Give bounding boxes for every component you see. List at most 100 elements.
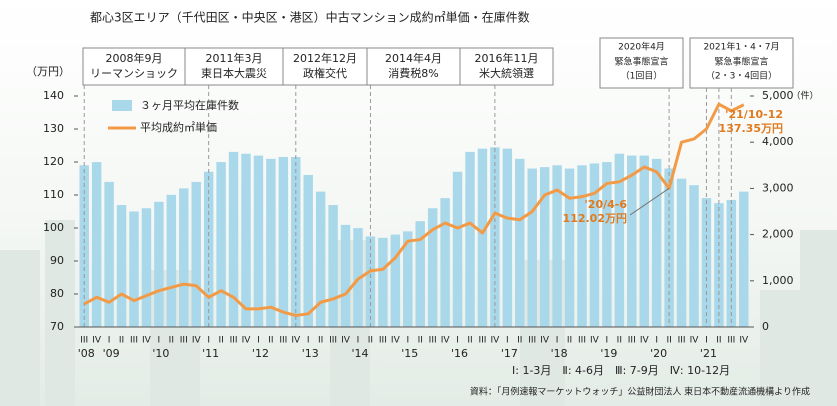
x-tick-label: IV <box>590 336 600 346</box>
bar <box>589 163 600 327</box>
y2-tick-label: 5,000 <box>762 89 794 102</box>
year-label: '19 <box>600 347 617 360</box>
x-tick-label: IV <box>690 336 700 346</box>
bar <box>241 153 251 327</box>
event-box <box>366 47 461 86</box>
event-label: 政権交代 <box>303 66 347 80</box>
y-tick-label: 120 <box>43 155 64 168</box>
event-date: 2016年11月 <box>475 51 539 65</box>
bar <box>415 221 425 327</box>
x-tick-label: III <box>528 336 536 346</box>
bar <box>154 201 164 327</box>
price-line <box>83 102 745 317</box>
x-tick-label: II <box>666 336 671 346</box>
legend-swatch-bar <box>112 100 132 111</box>
bar <box>627 155 637 327</box>
x-tick-label: I <box>506 336 509 346</box>
x-tick-label: I <box>705 336 708 346</box>
x-tick-label: III <box>180 336 188 346</box>
year-label: '10 <box>152 347 169 360</box>
y2-tick-label: 3,000 <box>762 181 794 194</box>
x-tick-label: II <box>268 336 273 346</box>
x-tick-label: IV <box>540 336 550 346</box>
bar <box>91 162 102 327</box>
event-date: 2011年3月 <box>206 51 263 65</box>
x-tick-label: II <box>418 336 423 346</box>
event-box <box>459 47 554 86</box>
bar <box>266 158 276 327</box>
annotation-period: '21/10-12 <box>725 108 783 121</box>
year-label: '11 <box>202 347 219 360</box>
annotation-leader <box>629 187 670 216</box>
bar <box>116 205 127 327</box>
x-tick-label: III <box>429 336 437 346</box>
y2-tick-label: 4,000 <box>762 135 794 148</box>
x-tick-label: I <box>406 336 409 346</box>
legend-label: ３ヶ月平均在庫件数 <box>140 98 239 112</box>
year-label: '16 <box>451 347 468 360</box>
bar <box>378 237 388 327</box>
x-tick-label: I <box>556 336 559 346</box>
x-tick-label: I <box>307 336 310 346</box>
annotation-label: 137.35万円 <box>719 122 783 135</box>
bar <box>502 148 513 327</box>
source: 資料：「月例速報マーケットウォッチ」公益財団法人 東日本不動産流通機構より作成 <box>470 386 810 398</box>
bar <box>253 155 264 327</box>
bar <box>340 224 351 327</box>
year-label: '18 <box>551 347 568 360</box>
year-label: '20 <box>650 347 667 360</box>
bar <box>228 151 239 327</box>
x-tick-label: III <box>379 336 387 346</box>
y-tick-label: 90 <box>50 254 64 267</box>
x-tick-label: IV <box>142 336 152 346</box>
bar <box>689 185 699 327</box>
event-box <box>184 47 284 86</box>
x-tick-label: IV <box>490 336 500 346</box>
x-tick-label: I <box>207 336 210 346</box>
x-tick-label: II <box>368 336 373 346</box>
x-tick-label: IV <box>192 336 202 346</box>
y-tick-label: 70 <box>50 320 64 333</box>
x-tick-label: II <box>716 336 721 346</box>
x-tick-label: I <box>108 336 111 346</box>
y-tick-label: 140 <box>43 89 64 102</box>
x-tick-label: II <box>119 336 124 346</box>
bar <box>664 168 674 327</box>
y-tick-label: 80 <box>50 287 64 300</box>
year-label: '15 <box>401 347 418 360</box>
y2-tick-label: 2,000 <box>762 228 794 241</box>
y2-tick-label: 1,000 <box>762 274 794 287</box>
legend-label: 平均成約㎡単価 <box>140 120 217 134</box>
x-tick-label: III <box>279 336 287 346</box>
bar <box>216 162 226 327</box>
year-label: '14 <box>351 347 368 360</box>
bar <box>129 211 139 327</box>
x-tick-label: II <box>567 336 572 346</box>
event-label: 東日本大震災 <box>201 66 267 80</box>
bar <box>701 198 712 327</box>
x-tick-label: III <box>329 336 337 346</box>
bar <box>539 167 550 327</box>
x-tick-label: IV <box>739 336 749 346</box>
annotation-period: '20/4-6 <box>584 198 627 211</box>
bar <box>278 156 289 327</box>
y-tick-label: 130 <box>43 122 64 135</box>
y2-unit: （件） <box>791 90 818 102</box>
annotation-label: 112.02万円 <box>563 212 627 225</box>
event-label: 緊急事態宣言 <box>614 56 668 68</box>
x-tick-label: II <box>218 336 223 346</box>
bar <box>465 151 475 327</box>
bar <box>104 181 114 327</box>
y-unit: （万円） <box>26 65 70 78</box>
bar <box>191 181 201 327</box>
year-label: '13 <box>302 347 319 360</box>
event-label: リーマンショック <box>90 67 178 80</box>
x-tick-label: III <box>678 336 686 346</box>
event-label: 米大統領選 <box>479 66 534 80</box>
bar <box>440 198 450 327</box>
x-tick-label: IV <box>341 336 351 346</box>
event-box <box>599 37 684 89</box>
x-tick-label: IV <box>242 336 252 346</box>
x-tick-label: IV <box>441 336 451 346</box>
bar <box>676 178 687 327</box>
